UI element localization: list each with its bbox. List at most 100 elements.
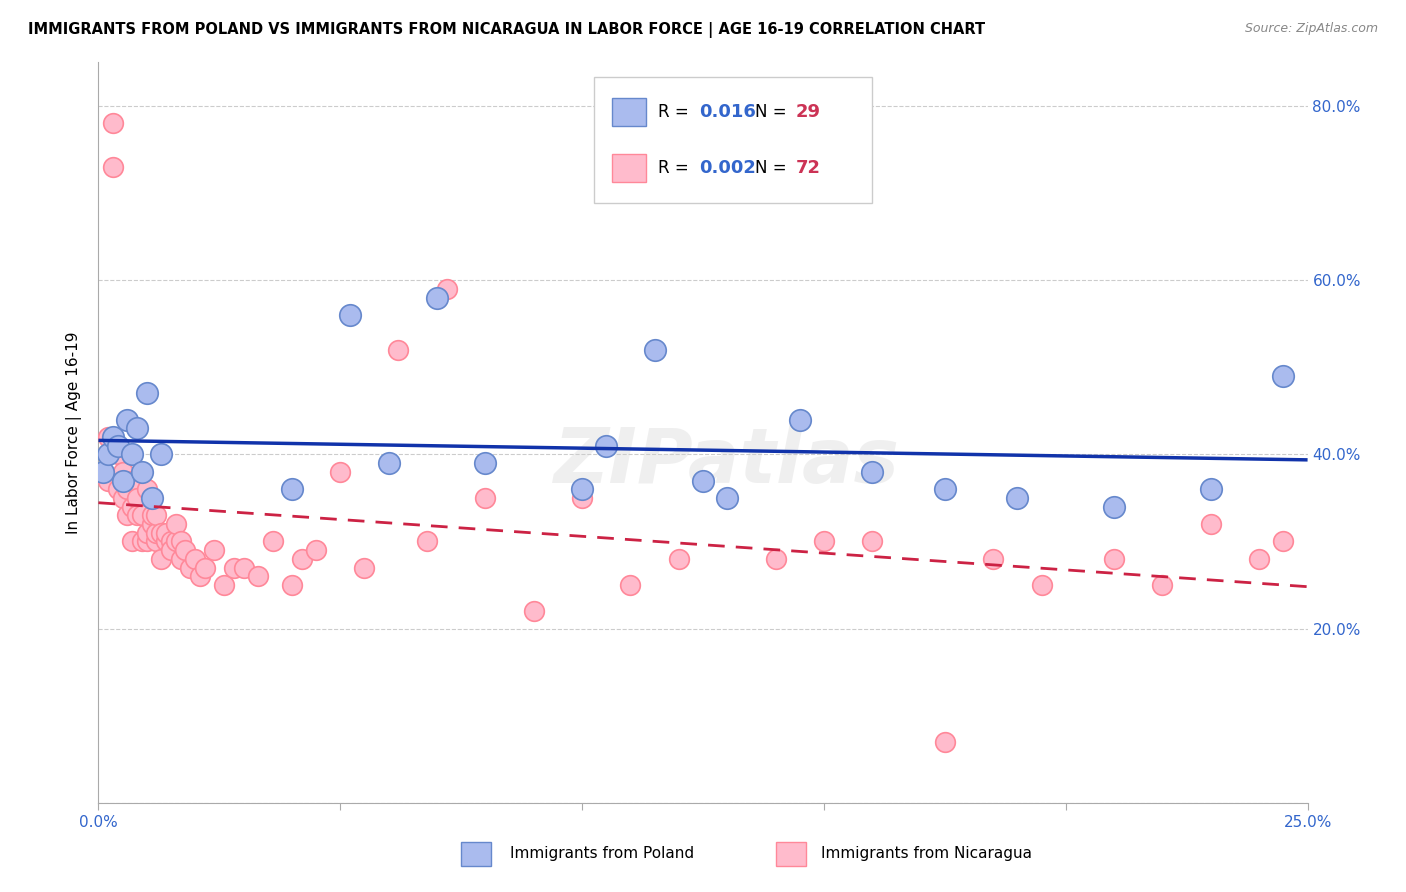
Point [150, 525, 173, 540]
Bar [461, 842, 492, 866]
Point [281, 482, 304, 496]
Text: R =: R = [658, 103, 695, 121]
Point [160, 534, 183, 549]
Point [1031, 578, 1053, 592]
Point [716, 491, 738, 505]
Point [121, 500, 143, 514]
Point [474, 491, 496, 505]
Point [247, 569, 270, 583]
Point [145, 508, 167, 523]
Point [232, 560, 254, 574]
Point [860, 465, 883, 479]
Point [91, 465, 114, 479]
Point [117, 508, 139, 523]
Point [619, 578, 641, 592]
Point [981, 552, 1004, 566]
Point [1152, 578, 1174, 592]
Point [101, 160, 124, 174]
Point [474, 456, 496, 470]
Text: 29: 29 [796, 103, 821, 121]
Point [131, 465, 153, 479]
Point [101, 430, 124, 444]
Bar [613, 98, 647, 126]
Point [150, 552, 173, 566]
Point [1199, 517, 1222, 532]
Y-axis label: In Labor Force | Age 16-19: In Labor Force | Age 16-19 [66, 331, 83, 534]
Point [135, 525, 157, 540]
Point [131, 534, 153, 549]
Point [212, 578, 235, 592]
Text: 0.002: 0.002 [699, 160, 756, 178]
Point [934, 735, 956, 749]
Point [135, 482, 157, 496]
Point [194, 560, 217, 574]
Point [644, 343, 666, 357]
Point [1102, 500, 1125, 514]
Text: N =: N = [755, 160, 792, 178]
Point [789, 412, 811, 426]
Point [141, 508, 163, 523]
Point [377, 456, 399, 470]
Point [426, 291, 449, 305]
Point [188, 569, 211, 583]
Point [1272, 534, 1295, 549]
Text: IMMIGRANTS FROM POLAND VS IMMIGRANTS FROM NICARAGUA IN LABOR FORCE | AGE 16-19 C: IMMIGRANTS FROM POLAND VS IMMIGRANTS FRO… [28, 22, 986, 38]
Point [91, 465, 114, 479]
Point [111, 465, 134, 479]
Point [436, 282, 458, 296]
Point [165, 534, 187, 549]
FancyBboxPatch shape [595, 78, 872, 203]
Point [353, 560, 375, 574]
Text: ZIPatlas: ZIPatlas [554, 425, 900, 500]
Point [668, 552, 690, 566]
Point [416, 534, 439, 549]
Point [184, 552, 207, 566]
Point [179, 560, 201, 574]
Text: Immigrants from Nicaragua: Immigrants from Nicaragua [821, 847, 1032, 862]
Point [160, 543, 183, 558]
Point [1199, 482, 1222, 496]
Point [387, 343, 409, 357]
Point [765, 552, 787, 566]
Point [169, 534, 191, 549]
Point [860, 534, 883, 549]
Point [145, 534, 167, 549]
Point [523, 604, 546, 618]
Point [107, 447, 129, 461]
Point [135, 386, 157, 401]
Point [117, 482, 139, 496]
Point [571, 491, 593, 505]
Point [716, 491, 738, 505]
Point [131, 508, 153, 523]
Point [222, 560, 245, 574]
Point [155, 534, 177, 549]
Text: Immigrants from Poland: Immigrants from Poland [509, 847, 693, 862]
Point [329, 465, 352, 479]
Point [290, 552, 312, 566]
Point [150, 447, 173, 461]
Point [111, 491, 134, 505]
Point [107, 439, 129, 453]
Text: R =: R = [658, 160, 695, 178]
Point [97, 474, 120, 488]
Point [127, 508, 149, 523]
Point [934, 482, 956, 496]
Point [121, 474, 143, 488]
Point [97, 447, 120, 461]
Point [101, 116, 124, 130]
Point [169, 552, 191, 566]
Point [281, 578, 304, 592]
Text: 72: 72 [796, 160, 821, 178]
Bar [613, 154, 647, 182]
Point [107, 482, 129, 496]
Point [155, 525, 177, 540]
Point [121, 447, 143, 461]
Point [145, 525, 167, 540]
Point [165, 517, 187, 532]
Point [339, 308, 361, 322]
Text: Source: ZipAtlas.com: Source: ZipAtlas.com [1244, 22, 1378, 36]
Point [204, 543, 226, 558]
Point [127, 491, 149, 505]
Point [813, 534, 835, 549]
Point [97, 430, 120, 444]
